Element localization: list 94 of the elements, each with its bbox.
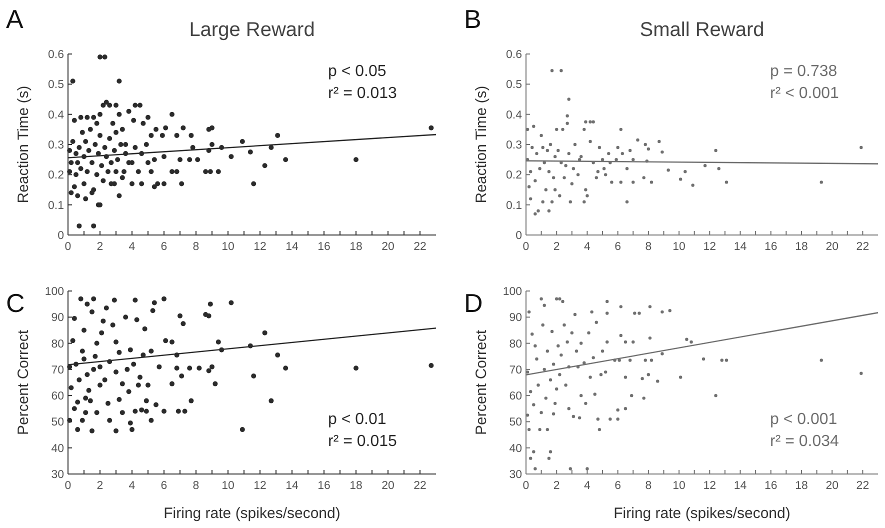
y-tick-label: 0.5 [506,79,522,92]
x-tick-label: 8 [192,241,200,253]
y-tick-label: 0.4 [506,109,523,122]
x-tick-label: 12 [703,480,716,492]
x-tick-label: 10 [672,241,686,253]
annotation: p < 0.05 [328,63,386,80]
x-tick-label: 8 [645,480,652,492]
x-tick-label: 16 [764,480,778,492]
y-tick-label: 70 [51,364,64,376]
x-tick-label: 4 [128,241,136,253]
x-tick-label: 8 [645,241,652,253]
y-tick-label: 0 [58,230,64,242]
x-tick-label: 12 [254,480,266,492]
y-tick-label: 90 [509,312,522,324]
y-tick-label: 70 [509,364,522,376]
x-tick-label: 10 [222,241,234,253]
y-tick-label: 100 [44,286,64,298]
x-tick-label: 2 [553,241,560,253]
x-tick-label: 4 [584,480,592,492]
y-tick-label: 0.3 [506,140,522,152]
y-tick-label: 0.6 [506,49,522,61]
y-axis-title: Reaction Time (s) [15,86,32,204]
x-tick-label: 6 [160,241,168,253]
y-tick-label: 30 [509,469,522,481]
y-axis-title: Percent Correct [15,329,32,436]
y-tick-label: 0.5 [48,79,64,92]
x-tick-label: 6 [614,241,622,253]
x-tick-label: 22 [414,241,426,253]
x-tick-label: 16 [318,241,330,253]
y-axis-title: Percent Correct [473,329,490,436]
y-tick-label: 50 [51,416,64,429]
y-tick-label: 0.1 [506,200,522,212]
x-axis-title: Firing rate (spikes/second) [614,505,790,522]
x-tick-label: 12 [703,241,716,253]
annotation: p < 0.01 [328,411,386,428]
y-tick-label: 0.6 [48,49,64,61]
x-tick-label: 16 [764,241,778,253]
y-tick-label: 0.1 [48,200,64,212]
x-tick-label: 14 [286,241,299,253]
x-tick-label: 10 [222,480,234,492]
x-tick-label: 14 [286,480,299,492]
y-tick-label: 50 [509,416,522,429]
y-tick-label: 60 [51,390,64,403]
y-tick-label: 80 [509,338,522,350]
annotation: r² = 0.034 [770,433,840,450]
x-tick-label: 22 [414,480,426,492]
y-tick-label: 0.2 [48,170,64,182]
x-tick-label: 20 [382,480,394,492]
y-tick-label: 0.2 [506,170,522,182]
text: A [6,4,24,34]
x-tick-label: 22 [856,480,870,492]
text: C [6,288,25,318]
x-tick-label: 20 [382,241,394,253]
y-tick-label: 0 [516,230,522,242]
x-tick-label: 2 [553,480,560,492]
x-tick-label: 22 [856,241,870,253]
chart-title: Large Reward [189,19,315,41]
chart-title: Small Reward [640,19,764,41]
x-tick-label: 18 [350,241,362,253]
x-tick-label: 18 [350,480,362,492]
x-tick-label: 18 [795,480,808,492]
annotation: r² < 0.001 [770,85,840,102]
x-tick-label: 8 [192,480,200,492]
text: D [464,288,483,318]
annotation: p < 0.001 [770,411,838,428]
y-tick-label: 40 [509,442,522,455]
y-tick-label: 0.3 [48,140,64,152]
y-tick-label: 0.4 [48,109,65,122]
x-tick-label: 12 [254,241,266,253]
x-tick-label: 10 [672,480,686,492]
x-tick-label: 14 [734,480,748,492]
annotation: p = 0.738 [770,63,838,80]
x-tick-label: 18 [795,241,808,253]
x-tick-label: 6 [614,480,622,492]
x-tick-label: 16 [318,480,330,492]
text: B [464,4,482,34]
x-tick-label: 20 [826,480,838,492]
x-axis-title: Firing rate (spikes/second) [164,505,340,522]
y-tick-label: 100 [502,286,522,298]
y-tick-label: 30 [51,469,64,481]
x-tick-label: 4 [128,480,136,492]
y-tick-label: 80 [51,338,64,350]
y-tick-label: 60 [509,390,522,403]
y-tick-label: 90 [51,312,64,324]
x-tick-label: 20 [826,241,838,253]
x-tick-label: 6 [160,480,168,492]
annotation: r² = 0.013 [328,85,398,102]
x-tick-label: 2 [96,480,104,492]
x-tick-label: 14 [734,241,748,253]
annotation: r² = 0.015 [328,433,398,450]
y-axis-title: Reaction Time (s) [473,86,490,204]
x-tick-label: 2 [96,241,104,253]
y-tick-label: 40 [51,442,64,455]
x-tick-label: 4 [584,241,592,253]
